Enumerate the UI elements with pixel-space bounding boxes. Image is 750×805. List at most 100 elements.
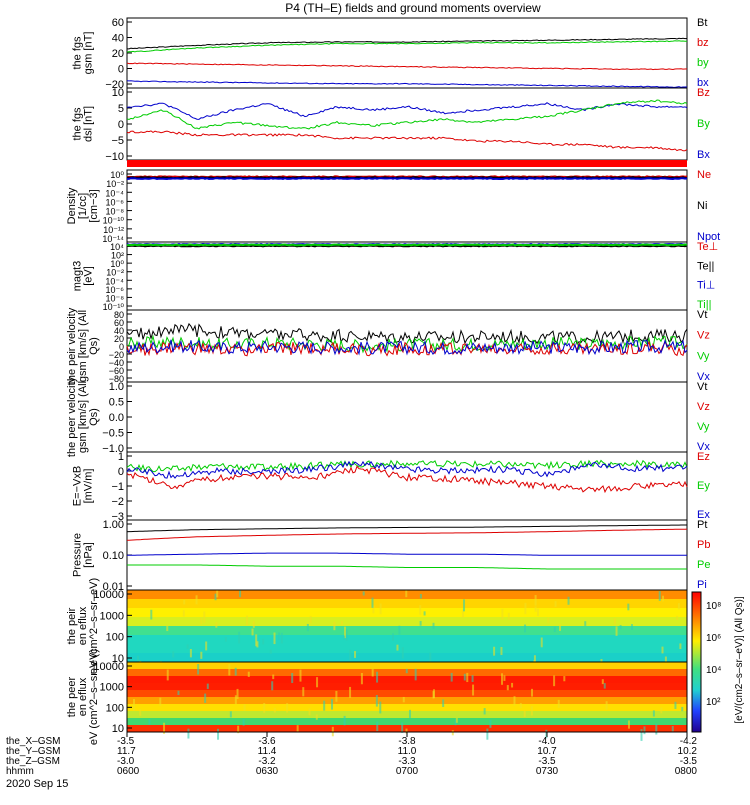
heatmap-texture: [486, 728, 489, 740]
heatmap-texture: [136, 655, 139, 666]
heatmap-texture: [372, 605, 375, 614]
x-row-label: the_Z–GSM: [6, 756, 60, 767]
heatmap-texture: [405, 590, 408, 598]
heatmap-texture: [652, 710, 655, 717]
heatmap-band: [127, 711, 687, 719]
heatmap-texture: [419, 605, 422, 615]
x-tick-label: -4.0: [538, 736, 556, 747]
heatmap-band: [127, 608, 687, 618]
heatmap-texture: [242, 719, 245, 726]
heatmap-texture: [534, 595, 537, 606]
x-tick-label: -3.5: [117, 736, 135, 747]
heatmap-texture: [677, 603, 680, 610]
x-tick-label: -3.6: [258, 736, 276, 747]
panel-frame: [126, 169, 688, 243]
y-tick-label: 1.0: [109, 381, 124, 393]
heatmap-band: [127, 697, 687, 705]
heatmap-texture: [640, 729, 643, 741]
y-tick-label: −0.5: [102, 428, 124, 440]
heatmap-texture: [463, 599, 466, 612]
y-axis-label-line: [mV/m]: [83, 469, 95, 504]
heatmap-texture: [613, 618, 616, 625]
y-axis-label-line: [eV]: [83, 266, 95, 286]
heatmap-band: [127, 718, 687, 726]
y-axis-label-line: [nPa]: [83, 542, 95, 568]
heatmap-texture: [360, 672, 363, 685]
heatmap-band: [127, 662, 687, 670]
legend-entry-Vy: Vy: [697, 350, 710, 362]
colorbar-scale: [691, 591, 702, 733]
y-tick-label: 0.0: [109, 412, 124, 424]
y-axis-label-line: the peer velocity: [66, 376, 78, 457]
heatmap-texture: [559, 624, 562, 631]
heatmap-texture: [362, 591, 365, 596]
heatmap-texture: [189, 649, 192, 658]
legend-entry-Ey: Ey: [697, 480, 710, 492]
heatmap-texture: [252, 620, 255, 628]
legend-entry-By: By: [697, 118, 710, 130]
y-axis-label-line: [1/cc]: [77, 193, 89, 219]
x-tick-label: 10.7: [537, 746, 557, 757]
y-tick-label: 100: [106, 702, 124, 714]
y-tick-label: 1.00: [103, 519, 124, 531]
legend-entry-Bt: Bt: [697, 17, 707, 29]
heatmap-texture: [247, 671, 250, 677]
y-tick-label: −80: [109, 374, 124, 384]
heatmap-texture: [234, 667, 237, 676]
heatmap-texture: [182, 610, 185, 617]
x-tick-label: -3.3: [398, 756, 416, 767]
y-axis-label: the fgsdsl [nT]: [72, 106, 95, 142]
y-tick-label: −1.0: [102, 443, 124, 455]
heatmap-texture: [166, 669, 169, 681]
heatmap-texture: [674, 701, 677, 709]
series-by: [126, 40, 688, 53]
series-Npot: [127, 177, 688, 181]
y-tick-label: 10⁻¹⁴: [102, 234, 124, 244]
legend-entry-Bx: Bx: [697, 149, 710, 161]
heatmap-texture: [500, 647, 503, 656]
series-Pb: [126, 528, 688, 541]
heatmap-texture: [183, 600, 186, 605]
series-Bt: [127, 37, 688, 50]
heatmap-texture: [376, 671, 379, 683]
heatmap-texture: [655, 723, 658, 735]
heatmap-texture: [489, 719, 492, 728]
series-Ex: [126, 460, 688, 479]
x-tick-label: -3.5: [680, 756, 698, 767]
y-tick-label: 0: [118, 64, 124, 76]
legend-entry-bx: bx: [697, 77, 709, 89]
series-Pe: [127, 564, 687, 570]
heatmap-texture: [540, 637, 543, 648]
panel-9: 10000 1000 100 10 the peiren efluxeV (cm^2–s…: [66, 578, 688, 674]
heatmap-texture: [506, 685, 509, 691]
heatmap-texture: [660, 707, 663, 714]
y-tick-label: 60: [114, 318, 124, 328]
heatmap-texture: [286, 703, 289, 713]
heatmap-texture: [236, 688, 239, 699]
heatmap-texture: [243, 704, 246, 711]
x-tick-label: -3.0: [117, 756, 135, 767]
panel-frame: [126, 87, 688, 161]
heatmap-texture: [557, 699, 560, 708]
heatmap-texture: [627, 720, 630, 729]
y-tick-label: 0: [119, 342, 124, 352]
x-tick-label: 10.2: [678, 746, 698, 757]
y-tick-label: 5: [118, 103, 124, 115]
y-axis-label-line: the fgs: [72, 36, 84, 70]
heatmap-texture: [204, 693, 207, 703]
heatmap-band: [127, 690, 687, 698]
series-Bx: [126, 102, 688, 120]
heatmap-texture: [335, 690, 338, 702]
heatmap-texture: [166, 625, 169, 632]
heatmap-texture: [150, 609, 153, 620]
y-tick-label: 10⁰: [110, 170, 124, 180]
heatmap-texture: [533, 655, 536, 666]
legend-entry-Ti⊥: Ti⊥: [697, 280, 715, 292]
heatmap-texture: [177, 690, 180, 695]
panel-2: 10 5 0 −5 −10 the fgsdsl [nT] Bz By Bx: [72, 87, 710, 167]
y-axis-label: the peir velocitygsm [km/s] (AllQs): [66, 307, 100, 384]
heatmap-texture: [523, 710, 526, 718]
heatmap-texture: [501, 673, 504, 685]
panel-3: 10⁰10⁻²10⁻⁴10⁻⁶10⁻⁸10⁻¹⁰10⁻¹²10⁻¹⁴Densit…: [66, 169, 720, 244]
heatmap-texture: [605, 701, 608, 710]
